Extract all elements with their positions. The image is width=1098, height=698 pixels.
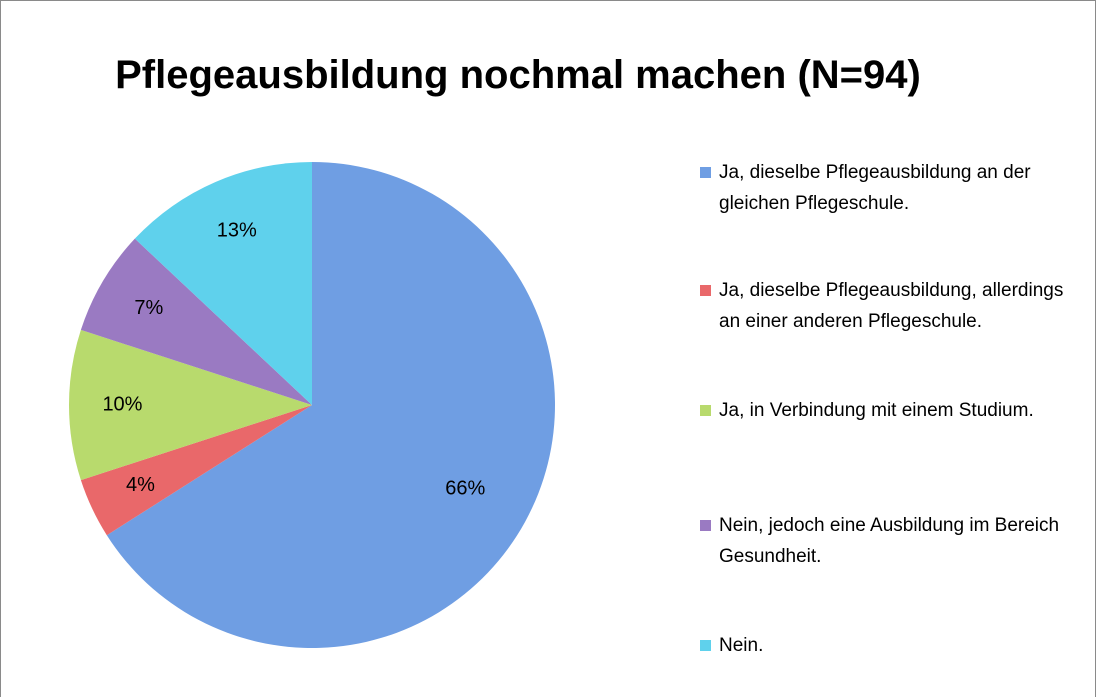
legend-item: Ja, in Verbindung mit einem Studium. <box>700 395 1080 426</box>
legend-item: Ja, dieselbe Pflegeausbildung, allerding… <box>700 275 1080 337</box>
legend-swatch <box>700 167 711 178</box>
legend-item: Ja, dieselbe Pflegeausbildung an der gle… <box>700 157 1080 219</box>
legend-label: Ja, dieselbe Pflegeausbildung an der gle… <box>719 162 1031 214</box>
slice-label: 13% <box>217 219 257 241</box>
legend-label: Ja, in Verbindung mit einem Studium. <box>719 400 1034 421</box>
legend-swatch <box>700 520 711 531</box>
legend-swatch <box>700 285 711 296</box>
pie-slice <box>80 238 312 405</box>
legend-item: Nein, jedoch eine Ausbildung im Bereich … <box>700 510 1080 572</box>
legend-label: Nein. <box>719 635 764 656</box>
chart-title: Pflegeausbildung nochmal machen (N=94) <box>115 53 921 97</box>
slice-label: 4% <box>126 474 155 496</box>
pie-slice <box>106 162 555 649</box>
legend-swatch <box>700 405 711 416</box>
pie-slice <box>80 405 312 536</box>
pie-slice <box>134 162 312 405</box>
legend-label: Ja, dieselbe Pflegeausbildung, allerding… <box>719 280 1064 332</box>
legend-swatch <box>700 640 711 651</box>
pie-slice <box>68 329 312 481</box>
legend-label: Nein, jedoch eine Ausbildung im Bereich … <box>719 515 1060 567</box>
legend-item: Nein. <box>700 630 1080 661</box>
slice-label: 66% <box>445 478 485 500</box>
slice-label: 10% <box>102 393 142 415</box>
slice-label: 7% <box>134 297 163 319</box>
